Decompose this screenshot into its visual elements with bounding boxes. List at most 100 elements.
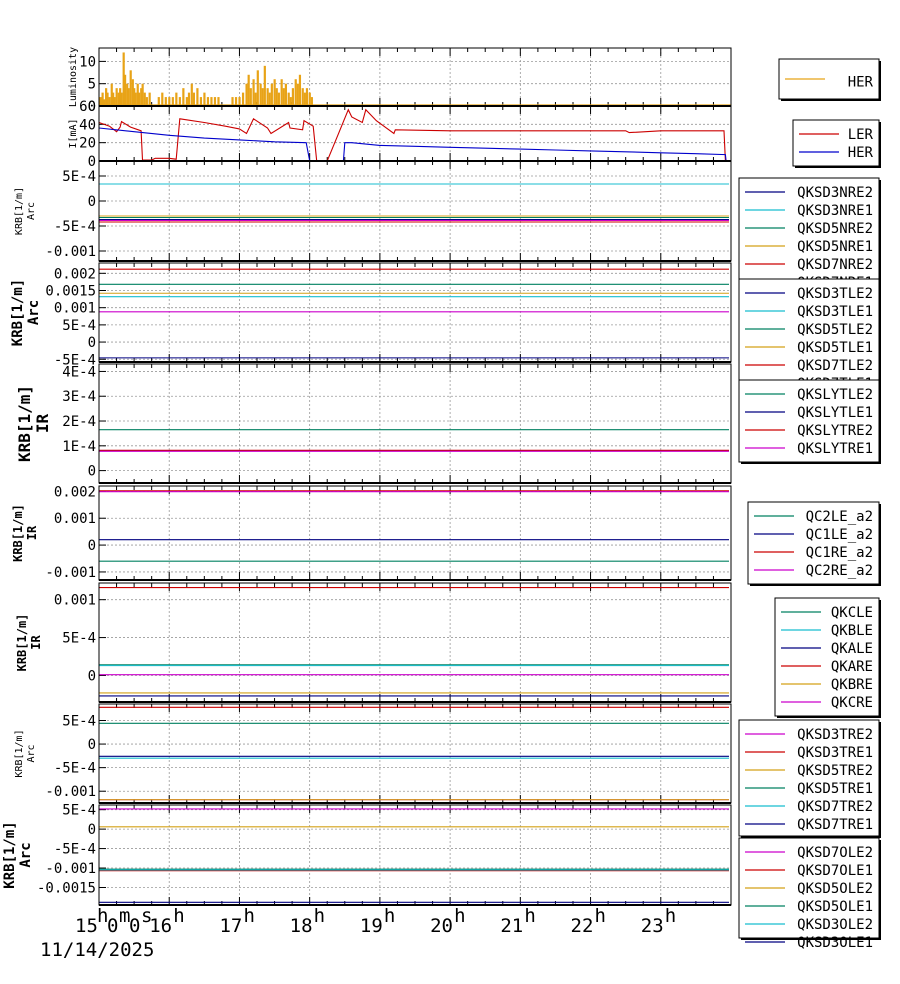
lum-bar <box>178 97 181 106</box>
legend-luminosity: HER <box>778 58 881 101</box>
lum-bar <box>284 83 287 106</box>
lum-bar <box>217 97 220 106</box>
lum-bar <box>266 88 269 106</box>
legend-current: LER HER <box>792 119 881 168</box>
lum-bar <box>115 88 118 106</box>
lum-bar <box>247 74 250 106</box>
legend-label: QKSD3TRE1 <box>797 745 873 761</box>
ytick-label-ir-qk: 0 <box>88 668 96 684</box>
legend-label: QKCLE <box>831 605 873 621</box>
lum-bar <box>120 92 123 106</box>
ytick-label-luminosity: 10 <box>79 54 96 70</box>
panel-current: 0 20 40 60I[mA] <box>68 99 732 170</box>
lum-bar <box>171 97 174 106</box>
xtick-sup-h: h <box>595 905 606 927</box>
ytick-label-ir-qc: -0.001 <box>45 565 96 581</box>
legend-label: QKSD5TLE2 <box>797 322 873 338</box>
lum-bar <box>310 97 313 106</box>
xtick-label: 17 h <box>219 905 254 937</box>
lum-bar <box>185 97 188 106</box>
ytick-label-ir-sly: 4E-4 <box>62 364 96 380</box>
ytick-label-arc-nre: 0 <box>88 194 96 210</box>
ytick-label-arc-nre: -5E-4 <box>54 219 96 235</box>
ylabel-text: KRB[1/m] <box>15 614 29 672</box>
lum-bar <box>123 74 127 106</box>
panel-ir-qc: -0.001 0 0.001 0.002 KRB[1/m] IR <box>11 484 732 581</box>
ytick-label-ir-sly: 3E-4 <box>62 389 96 405</box>
date-label: 11/14/2025 <box>40 939 154 961</box>
panel-frame <box>98 105 732 162</box>
ytick-label-arc-tre: 0 <box>88 737 96 753</box>
legend-label: QC2LE_a2 <box>806 509 873 525</box>
lum-bar <box>131 79 134 106</box>
panel-frame <box>98 703 732 804</box>
legend-label: QKSD5TRE2 <box>797 763 873 779</box>
ytick-label-arc-tle: 0.001 <box>54 301 96 317</box>
legend-label: QC1LE_a2 <box>806 527 873 543</box>
ylabel-text: KRB[1/m] <box>14 729 25 777</box>
xtick-sup-m: m <box>119 905 130 927</box>
ylabel-text: IR <box>29 635 43 650</box>
xtick-label-text: 20 <box>430 915 453 937</box>
lum-bar <box>256 70 259 106</box>
ylabel-ir-qc: KRB[1/m] IR <box>11 504 39 562</box>
xtick-label-text: 17 <box>219 915 242 937</box>
lum-bar <box>117 92 120 106</box>
lum-bar <box>105 88 108 106</box>
lum-bar <box>275 88 278 106</box>
legend-label: QKSD3TLE1 <box>797 304 873 320</box>
legend-arc-tle: QKSD3TLE2 QKSD3TLE1 QKSD5TLE2 QKSD5TLE1 QKSD… <box>738 278 881 393</box>
panel-frame <box>98 363 732 484</box>
ylabel-text: Arc <box>26 202 37 220</box>
ytick-label-ir-qc: 0.002 <box>54 484 96 500</box>
legend-label: QKSD5OLE2 <box>797 881 873 897</box>
legend-label: QKSD5TRE1 <box>797 781 873 797</box>
lum-bar <box>108 97 111 106</box>
xtick-label: 19 h <box>360 905 395 937</box>
legend-label: QKSLYTLE1 <box>797 405 873 421</box>
lum-bar <box>190 83 193 106</box>
xtick-sup-h: h <box>243 905 254 927</box>
lum-bar <box>261 88 264 106</box>
ytick-label-arc-tre: -0.001 <box>45 784 96 800</box>
xtick-sup-h: h <box>524 905 535 927</box>
ylabel-text: Luminosity <box>68 47 79 107</box>
panel-arc-tre: -0.001 -5E-4 0 5E-4 KRB[1/m] Arc <box>14 703 732 804</box>
lum-bar <box>291 88 295 106</box>
xtick-label: 23 h <box>641 905 676 937</box>
legend-label: QKSLYTRE2 <box>797 423 873 439</box>
xtick-sup-h: h <box>314 905 325 927</box>
legend-label: QKSD3TRE2 <box>797 727 873 743</box>
xtick-label-text: 21 <box>500 915 523 937</box>
legend-label: QKSD7OLE1 <box>797 863 873 879</box>
legend-ir-sly: QKSLYTLE2 QKSLYTLE1 QKSLYTRE2 QKSLYTRE1 <box>738 379 881 464</box>
panel-frame <box>98 262 732 363</box>
ylabel-text: KRB[1/m] <box>2 821 18 888</box>
ylabel-ir-sly: KRB[1/m] IR <box>15 385 52 462</box>
ytick-label-arc-ole: -5E-4 <box>54 842 96 858</box>
ytick-label-luminosity: 5 <box>88 77 96 93</box>
ylabel-text: Arc <box>26 300 42 325</box>
lum-bar <box>231 97 234 106</box>
legend-label: LER <box>848 127 874 143</box>
lum-bar <box>106 92 109 106</box>
legend-label: QKSLYTLE2 <box>797 387 873 403</box>
lum-bar <box>113 97 116 106</box>
ytick-label-arc-ole: 0 <box>88 822 96 838</box>
xtick-sup-0: 0 <box>107 915 118 937</box>
legend-label: QKSD7TRE2 <box>797 799 873 815</box>
lum-bar <box>168 97 171 106</box>
lum-bar <box>129 70 132 106</box>
lum-bar <box>308 92 311 106</box>
lum-bar <box>136 83 139 106</box>
ytick-label-ir-qk: 0.001 <box>54 593 96 609</box>
lum-bar <box>133 88 136 106</box>
ytick-label-arc-tle: 5E-4 <box>62 318 96 334</box>
lum-bar <box>192 92 195 106</box>
lum-bar <box>277 92 280 106</box>
panel-ir-sly: 0 1E-4 2E-4 3E-4 4E-4 KRB[1/m] IR <box>15 363 732 484</box>
lum-bar <box>196 88 199 106</box>
panel-frame <box>98 582 732 703</box>
ytick-label-arc-ole: -0.001 <box>45 861 96 877</box>
ytick-label-ir-sly: 0 <box>88 464 96 480</box>
